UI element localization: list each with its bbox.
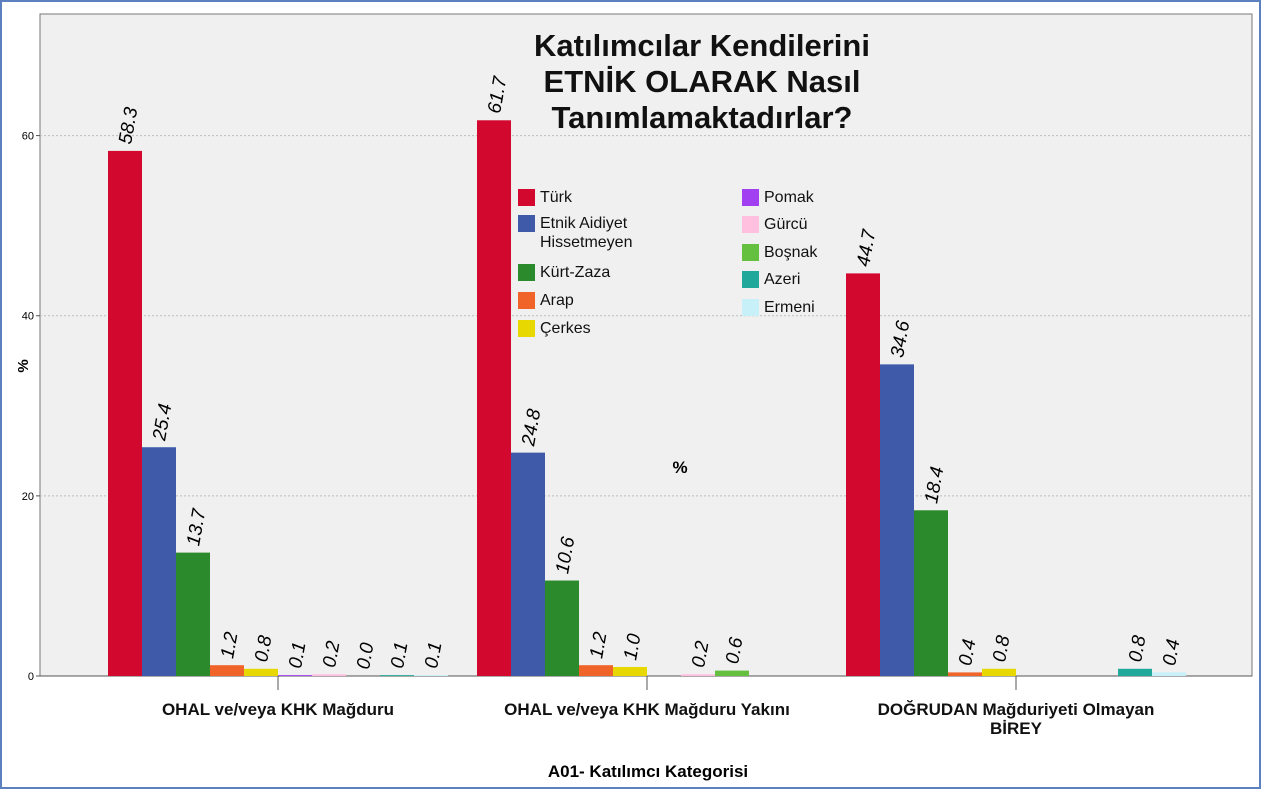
bar — [613, 666, 647, 676]
legend-label: Çerkes — [540, 320, 591, 337]
y-axis-label: % — [15, 359, 32, 372]
data-label: 0.1 — [285, 640, 310, 670]
bar — [681, 674, 715, 676]
bar — [142, 447, 176, 676]
legend-label: Etnik Aidiyet Hissetmeyen — [540, 215, 633, 251]
bar — [545, 580, 579, 676]
legend-item: Pomak — [742, 188, 872, 207]
bar — [312, 674, 346, 676]
legend-label: Pomak — [764, 189, 814, 206]
data-label: 0.4 — [1159, 638, 1184, 668]
bar — [278, 675, 312, 676]
legend-swatch — [518, 292, 535, 309]
legend-swatch — [518, 189, 535, 206]
bar — [914, 510, 948, 676]
data-label: 0.8 — [989, 634, 1014, 664]
x-tick-label: OHAL ve/veya KHK Mağduru Yakını — [504, 700, 790, 719]
bar — [477, 120, 511, 676]
legend-swatch — [518, 215, 535, 232]
bar — [715, 670, 749, 676]
y-tick-label: 0 — [28, 671, 34, 683]
data-label: 0.8 — [1125, 634, 1150, 664]
data-label: 0.0 — [353, 641, 378, 671]
bar — [948, 672, 982, 676]
legend-item: Azeri — [742, 270, 872, 289]
legend-label: Azeri — [764, 271, 801, 288]
legend-swatch — [742, 271, 759, 288]
plot-area — [39, 13, 1253, 677]
bar — [846, 273, 880, 676]
data-label: 0.8 — [251, 634, 276, 664]
y-tick-label: 60 — [22, 131, 34, 143]
legend-item: Kürt-Zaza — [518, 263, 648, 282]
data-label: 0.6 — [722, 635, 747, 665]
legend-swatch — [742, 299, 759, 316]
bar — [982, 668, 1016, 676]
legend-item: Türk — [518, 188, 648, 207]
chart-title: Katılımcılar Kendilerini ETNİK OLARAK Na… — [534, 28, 870, 135]
bar — [1118, 668, 1152, 676]
legend-label: Türk — [540, 189, 572, 206]
bar — [244, 668, 278, 676]
legend-item: Etnik Aidiyet Hissetmeyen — [518, 214, 678, 252]
legend-swatch — [742, 189, 759, 206]
legend-swatch — [742, 216, 759, 233]
bar — [414, 675, 448, 676]
annotation: % — [672, 458, 687, 477]
legend-swatch — [518, 320, 535, 337]
legend-label: Arap — [540, 292, 574, 309]
bar — [579, 665, 613, 676]
legend-item: Çerkes — [518, 319, 648, 338]
bar — [210, 665, 244, 676]
legend-label: Boşnak — [764, 244, 818, 261]
legend-swatch — [518, 264, 535, 281]
legend-item: Ermeni — [742, 298, 872, 317]
bar — [108, 150, 142, 677]
legend-item: Arap — [518, 291, 648, 310]
legend-item: Gürcü — [742, 215, 872, 234]
data-label: 1.2 — [217, 630, 242, 660]
data-label: 1.2 — [586, 630, 611, 660]
bar — [880, 364, 914, 676]
bar — [1152, 672, 1186, 676]
data-label: 0.4 — [955, 638, 980, 668]
y-tick-label: 20 — [22, 491, 34, 503]
data-label: 0.2 — [688, 639, 713, 669]
data-label: 0.1 — [387, 640, 412, 670]
y-tick-label: 40 — [22, 311, 34, 323]
legend-item: Boşnak — [742, 243, 872, 262]
data-label: 0.2 — [319, 639, 344, 669]
bar — [380, 675, 414, 676]
bar — [511, 452, 545, 676]
data-label: 1.0 — [620, 632, 645, 662]
x-tick-label: OHAL ve/veya KHK Mağduru — [161, 700, 395, 719]
data-label: 0.1 — [421, 640, 446, 670]
legend-swatch — [742, 244, 759, 261]
bar — [176, 552, 210, 676]
x-tick-label: DOĞRUDAN Mağduriyeti Olmayan BİREY — [877, 700, 1155, 738]
legend-label: Kürt-Zaza — [540, 264, 611, 281]
x-axis-label: A01- Katılımcı Kategorisi — [548, 762, 748, 781]
legend-label: Ermeni — [764, 299, 815, 316]
legend-label: Gürcü — [764, 216, 808, 233]
